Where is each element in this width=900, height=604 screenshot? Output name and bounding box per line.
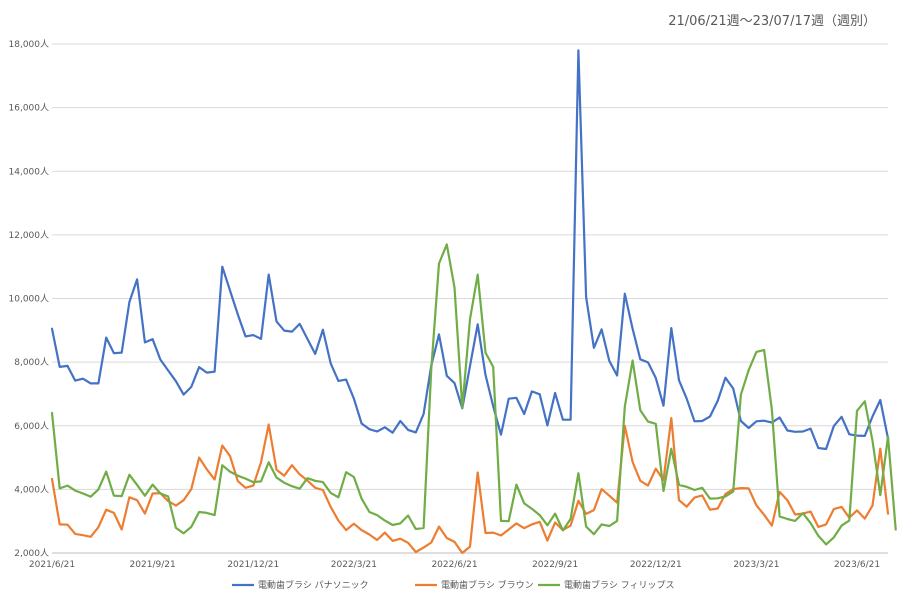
y-tick-label: 8,000人 [14,357,49,368]
x-tick-label: 2022/12/21 [630,560,682,570]
x-tick-label: 2022/9/21 [532,560,578,570]
axes: 2,000人 4,000人 6,000人 8,000人 10,000人 12,000人 14… [9,39,888,570]
y-tick-label: 10,000人 [9,294,50,305]
legend: 電動歯ブラシ パナソニック 電動歯ブラシ ブラウン 電動歯ブラシ フィリップス [232,579,675,591]
y-tick-label: 14,000人 [9,166,50,177]
gridlines [52,43,888,554]
legend-label: 電動歯ブラシ ブラウン [441,579,534,591]
series-lines [50,49,897,555]
chart-subtitle: 21/06/21週〜23/07/17週（週別） [668,14,876,29]
y-tick-label: 16,000人 [9,103,50,114]
x-tick-label: 2023/3/21 [733,560,779,570]
y-tick-label: 4,000人 [14,484,49,495]
x-tick-label: 2021/6/21 [29,560,75,570]
legend-label: 電動歯ブラシ フィリップス [564,579,675,591]
x-tick-label: 2022/6/21 [431,560,477,570]
x-tick-label: 2021/9/21 [130,560,176,570]
x-tick-label: 2021/12/21 [227,560,279,570]
y-tick-label: 18,000人 [9,39,50,50]
series-line [50,49,890,451]
legend-label: 電動歯ブラシ パナソニック [258,579,369,591]
y-tick-label: 2,000人 [14,548,49,559]
y-tick-label: 12,000人 [9,230,50,241]
series-line [50,417,890,555]
x-tick-label: 2022/3/21 [331,560,377,570]
x-tick-label: 2023/6/21 [834,560,880,570]
y-tick-label: 6,000人 [14,421,49,432]
series-line [50,243,897,546]
